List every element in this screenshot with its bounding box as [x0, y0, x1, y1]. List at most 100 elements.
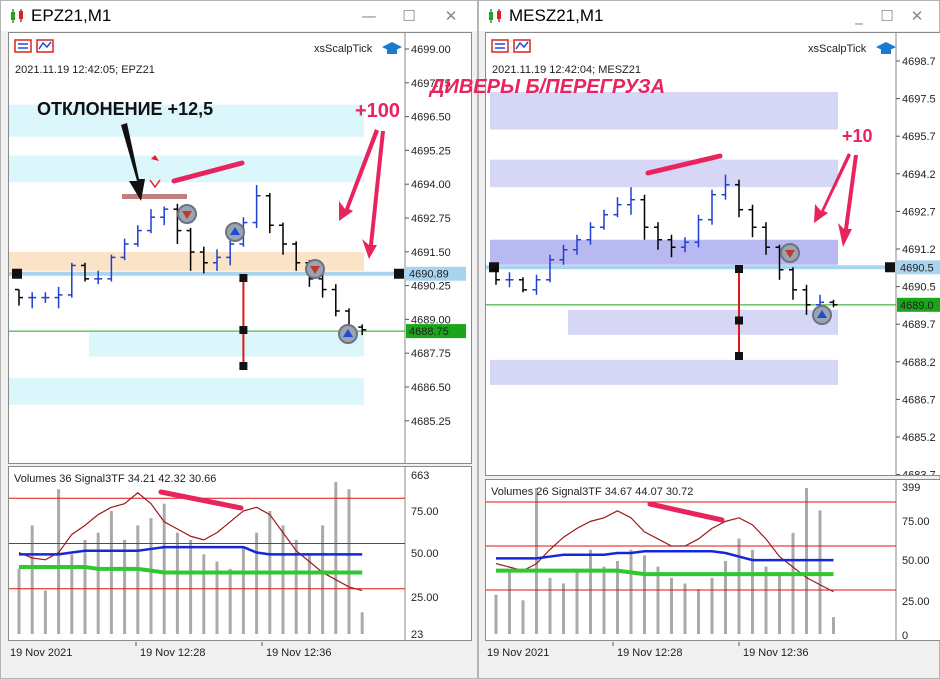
volume-bar [347, 489, 351, 634]
volume-bar [202, 554, 206, 634]
candlestick-icon [11, 9, 23, 23]
close-button[interactable]: ✕ [910, 7, 924, 25]
volume-bar [616, 561, 619, 634]
trend-annotation-line [645, 153, 723, 176]
list-icon [491, 39, 509, 53]
price-tick-label: 4694.2 [902, 169, 936, 181]
ohlc-bar [802, 284, 811, 315]
ohlc-bar [133, 225, 142, 247]
chevron-down-icon [149, 179, 161, 189]
green-price-label: 4689.0 [900, 300, 934, 312]
indicator-icon-line [515, 41, 529, 50]
sell-signal-icon [305, 259, 325, 279]
volume-bar [751, 549, 754, 634]
minimize-button[interactable]: _ [855, 7, 863, 25]
ohlc-bar [279, 222, 287, 255]
indicator-subwindow[interactable]: Volumes 26 Signal3TF 34.67 44.07 30.72 39… [485, 479, 940, 641]
ohlc-bar [28, 292, 37, 309]
volume-bar [30, 525, 34, 634]
volume-bar [255, 532, 259, 634]
price-zone [490, 92, 838, 130]
ohlc-bar [721, 174, 730, 200]
indicator-subwindow[interactable]: Volumes 36 Signal3TF 34.21 42.32 30.66 66… [8, 466, 472, 641]
sub-tick-label: 50.00 [411, 548, 439, 560]
volume-bar [791, 532, 795, 634]
price-chart[interactable]: 4699.00 4697.75 4696.50 4695.25 4694.00 4692.… [8, 32, 472, 464]
current-price-label: 4690.5 [900, 262, 934, 274]
signal-line-fast [495, 510, 834, 593]
price-tick-label: 4697.5 [902, 94, 936, 106]
price-tick-label: 4690.5 [902, 282, 936, 294]
ohlc-bar [762, 222, 770, 255]
price-zone [9, 252, 364, 271]
ohlc-bar [265, 193, 274, 234]
signal-arrow [343, 329, 353, 337]
volume-bar [562, 583, 565, 634]
window-titlebar[interactable]: MESZ21,M1 _ ☐ ✕ [479, 1, 939, 31]
minimize-button[interactable]: — [361, 7, 377, 25]
ohlc-bar [147, 209, 155, 234]
price-zone [568, 309, 838, 335]
arrow-annotation [814, 153, 851, 223]
close-button[interactable]: ✕ [444, 7, 458, 25]
volume-bar [70, 554, 74, 634]
ohlc-bar [213, 249, 221, 271]
price-chart[interactable]: 4698.7 4697.5 4695.7 4694.2 4692.7 4691.2 4690… [485, 32, 940, 476]
volume-bar [241, 547, 245, 634]
maximize-button[interactable]: ☐ [402, 7, 416, 25]
volume-bar [683, 583, 687, 634]
volume-bar [57, 489, 61, 634]
volume-bar [123, 539, 127, 634]
volume-bar [281, 525, 285, 634]
volume-bar [535, 488, 538, 634]
volume-bar [602, 566, 606, 634]
ohlc-bar [358, 324, 367, 336]
price-tick-label: 4695.25 [411, 145, 451, 157]
ohlc-bar [505, 272, 514, 288]
price-line-handle-left [12, 268, 22, 279]
ohlc-bar [789, 267, 797, 300]
volume-bar [334, 482, 338, 634]
signal-arrow [785, 250, 795, 258]
deviation-level-bar [122, 194, 187, 199]
deviation-marker-node [735, 265, 743, 273]
ohlc-bar [654, 222, 662, 250]
price-tick-label: 4685.25 [411, 416, 451, 428]
chart-window-mesz21[interactable]: MESZ21,M1 _ ☐ ✕ 4698.7 4697.5 4695.7 4694.2… [478, 0, 940, 679]
arrow-annotation [362, 131, 385, 259]
trend-annotation-line [171, 160, 245, 184]
price-tick-label: 4691.2 [902, 244, 936, 256]
ohlc-bar [252, 185, 261, 228]
sub-tick-label: 23 [411, 629, 423, 640]
deviation-marker-node [239, 274, 248, 282]
green-price-box [406, 324, 466, 339]
volume-bar [710, 577, 714, 634]
ohlc-bar [492, 267, 500, 285]
deviation-marker-node [735, 352, 743, 360]
window-title: MESZ21,M1 [509, 6, 604, 25]
time-label: 19 Nov 12:36 [266, 647, 331, 659]
signal-arrow [182, 211, 192, 219]
window-titlebar[interactable]: EPZ21,M1 — ☐ ✕ [1, 1, 477, 31]
deviation-marker-node [239, 326, 248, 334]
ohlc-bar [829, 299, 838, 308]
volume-bar [109, 510, 113, 634]
chart-window-epz21[interactable]: EPZ21,M1 — ☐ ✕ 4699.00 4697.75 4696.50 4695… [0, 0, 478, 679]
candlestick-icon [489, 9, 501, 23]
sell-signal-icon [780, 243, 800, 263]
sub-tick-label: 25.00 [411, 592, 439, 604]
ohlc-bar [748, 204, 757, 238]
price-zone [490, 359, 838, 385]
price-tick-label: 4690.25 [411, 281, 451, 293]
volume-bar [832, 617, 835, 634]
maximize-button[interactable]: ☐ [880, 7, 894, 25]
indicator-name: xsScalpTick [314, 43, 373, 55]
volume-bar [521, 600, 525, 634]
time-label: 19 Nov 2021 [10, 647, 72, 659]
volume-bar [83, 539, 87, 634]
sub-tick-label: 25.00 [902, 596, 930, 608]
ohlc-bar [120, 238, 129, 261]
ohlc-bar [94, 270, 103, 285]
ohlc-bar [519, 277, 527, 293]
price-tick-label: 4686.7 [902, 394, 936, 406]
